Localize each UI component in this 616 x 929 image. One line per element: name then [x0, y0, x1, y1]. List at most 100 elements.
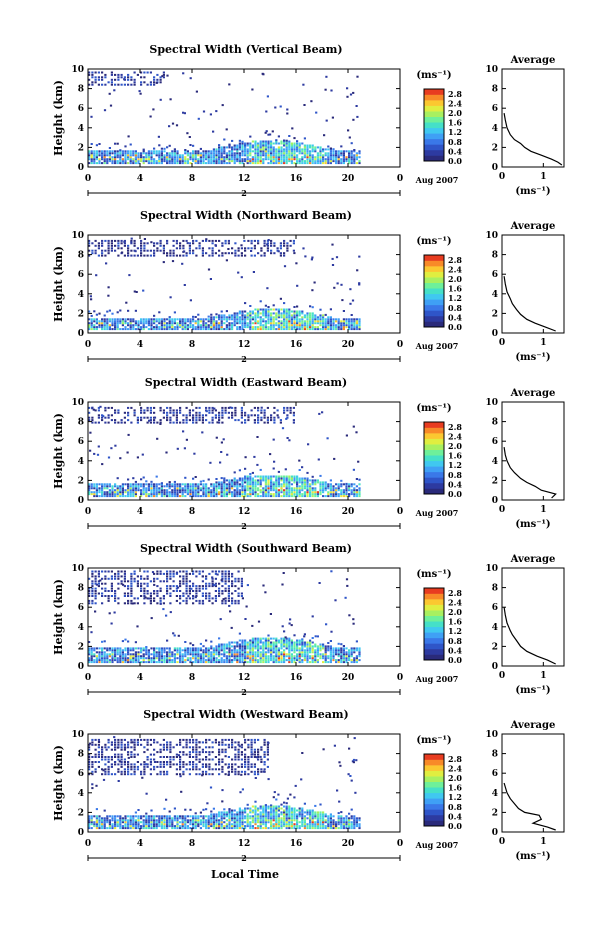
heatmap-cell [319, 487, 322, 490]
heatmap-cell [240, 577, 243, 580]
average-profile-line [503, 276, 556, 332]
heatmap-cell [90, 156, 93, 159]
heatmap-cell [210, 645, 213, 648]
heatmap-cell [298, 647, 301, 650]
heatmap-cell [189, 495, 192, 498]
heatmap-cell [340, 162, 343, 165]
heatmap-cell [192, 414, 195, 417]
heatmap-cell [296, 148, 299, 151]
heatmap-cell [355, 162, 358, 165]
heatmap-cell [140, 595, 143, 597]
heatmap-cell [212, 649, 215, 652]
heatmap-cell [277, 659, 280, 662]
heatmap-cell [179, 326, 182, 329]
heatmap-cell [254, 154, 257, 157]
heatmap-cell [270, 647, 273, 650]
average-x-tick-label: 1 [540, 338, 546, 348]
heatmap-cell [160, 491, 163, 494]
heatmap-cell [88, 659, 91, 662]
heatmap-cell [208, 572, 211, 575]
heatmap-cell [225, 310, 228, 313]
heatmap-cell [337, 154, 340, 157]
heatmap-cell [225, 655, 228, 658]
heatmap-cell [241, 144, 244, 147]
heatmap-cell [301, 653, 304, 656]
heatmap-cell [176, 487, 179, 490]
heatmap-cell [246, 485, 249, 488]
heatmap-cell [220, 481, 223, 484]
heatmap-cell [285, 489, 288, 492]
heatmap-cell [142, 661, 145, 664]
heatmap-cell [254, 326, 257, 329]
heatmap-cell [332, 647, 335, 650]
heatmap-cell [199, 661, 202, 664]
heatmap-cell [208, 409, 211, 412]
heatmap-cell [283, 252, 286, 255]
heatmap-cell [270, 657, 273, 660]
heatmap-cell [93, 491, 96, 494]
heatmap-cell [277, 479, 280, 482]
heatmap-cell [254, 657, 257, 660]
heatmap-cell [153, 78, 156, 81]
heatmap-cell [231, 655, 234, 658]
heatmap-cell [153, 491, 156, 494]
heatmap-cell [314, 491, 317, 494]
heatmap-cell [290, 314, 293, 317]
average-x-tick-label: 1 [540, 505, 546, 515]
heatmap-cell [259, 485, 262, 488]
heatmap-cell [186, 483, 189, 486]
heatmap-cell [153, 244, 156, 247]
heatmap-cell [322, 495, 325, 498]
heatmap-cell [280, 156, 283, 159]
heatmap-cell [309, 657, 312, 660]
colorbar-swatch [424, 299, 444, 306]
heatmap-cell [102, 415, 105, 418]
heatmap-cell [289, 618, 292, 621]
heatmap-cell [136, 580, 139, 583]
heatmap-cell [127, 328, 130, 331]
heatmap-cell [166, 419, 169, 422]
heatmap-cell [236, 148, 239, 151]
heatmap-cell [95, 313, 98, 316]
heatmap-cell [163, 154, 166, 157]
heatmap-cell [156, 590, 159, 592]
heatmap-cell [207, 647, 210, 650]
heatmap-cell [145, 483, 148, 486]
heatmap-cell [301, 328, 304, 331]
heatmap-cell [88, 587, 91, 590]
heatmap-cell [257, 328, 260, 331]
heatmap-cell [237, 580, 240, 583]
heatmap-cell [95, 483, 98, 486]
heatmap-cell [114, 158, 117, 161]
heatmap-cell [169, 587, 172, 590]
heatmap-cell [88, 485, 91, 488]
heatmap-cell [121, 649, 124, 652]
heatmap-cell [218, 158, 221, 161]
heatmap-cell [309, 156, 312, 159]
heatmap-cell [337, 495, 340, 498]
heatmap-cell [121, 485, 124, 488]
heatmap-cell [111, 653, 114, 656]
heatmap-cell [107, 577, 110, 580]
heatmap-cell [199, 154, 202, 157]
heatmap-cell [290, 653, 293, 656]
heatmap-cell [223, 328, 226, 331]
heatmap-cell [97, 242, 100, 245]
heatmap-cell [208, 592, 211, 595]
heatmap-cell [290, 148, 293, 151]
heatmap-cell [144, 596, 147, 599]
heatmap-cell [256, 436, 259, 438]
heatmap-cell [340, 493, 343, 496]
heatmap-cell [194, 649, 197, 652]
heatmap-cell [290, 487, 293, 490]
heatmap-cell [162, 71, 165, 74]
heatmap-cell [181, 655, 184, 658]
heatmap-cell [348, 649, 351, 652]
heatmap-cell [137, 320, 140, 323]
heatmap-cell [215, 316, 218, 319]
heatmap-cell [227, 416, 230, 419]
heatmap-cell [254, 653, 257, 656]
heatmap-cell [184, 320, 187, 323]
heatmap-cell [241, 162, 244, 165]
heatmap-cell [101, 582, 104, 585]
